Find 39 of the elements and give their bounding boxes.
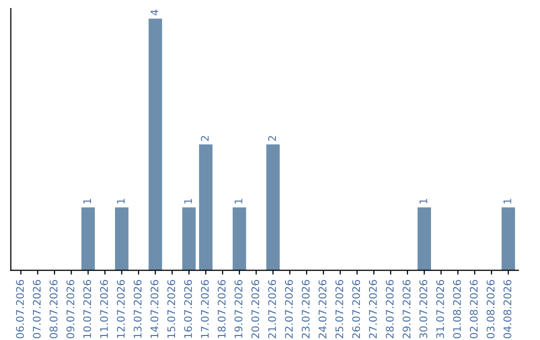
- x-tick-label: 07.07.2026: [32, 280, 41, 338]
- x-tick-label: 01.08.2026: [453, 280, 461, 338]
- x-tick-label: 22.07.2026: [284, 280, 293, 338]
- x-tick-label: 04.08.2026: [503, 280, 512, 338]
- x-tick-label: 19.07.2026: [234, 280, 242, 338]
- data-label: 2: [268, 136, 276, 141]
- x-tick-label: 25.07.2026: [335, 280, 344, 338]
- x-tick-label: 24.07.2026: [318, 280, 326, 338]
- x-tick-label: 11.07.2026: [100, 280, 108, 338]
- x-tick-label: 30.07.2026: [419, 280, 428, 338]
- x-tick-label: 13.07.2026: [134, 280, 142, 338]
- data-label: 4: [150, 10, 158, 16]
- data-label: 1: [83, 198, 91, 204]
- x-tick-label: 03.08.2026: [486, 280, 495, 338]
- x-tick-label: 02.08.2026: [470, 280, 478, 338]
- data-label: 1: [117, 198, 125, 204]
- x-tick-label: 31.07.2026: [436, 280, 444, 338]
- x-tick-label: 08.07.2026: [50, 280, 58, 338]
- data-label: 2: [200, 136, 209, 141]
- x-tick-label: 20.07.2026: [251, 280, 260, 338]
- data-label: 1: [420, 198, 428, 204]
- x-tick-label: 09.07.2026: [66, 280, 74, 338]
- x-tick-label: 21.07.2026: [268, 280, 276, 338]
- x-tick-label: 10.07.2026: [83, 280, 92, 338]
- x-tick-label: 12.07.2026: [116, 280, 125, 338]
- x-tick-label: 27.07.2026: [368, 280, 377, 338]
- x-tick-label: 15.07.2026: [167, 280, 176, 338]
- data-label: 1: [234, 198, 242, 204]
- data-label: 1: [184, 198, 192, 204]
- x-tick-label: 14.07.2026: [150, 280, 158, 338]
- x-tick-label: 23.07.2026: [302, 280, 310, 338]
- x-tick-label: 16.07.2026: [184, 280, 192, 338]
- x-tick-label: 29.07.2026: [402, 280, 410, 338]
- x-tick-label: 18.07.2026: [218, 280, 226, 338]
- x-tick-label: 06.07.2026: [16, 280, 24, 338]
- x-tick-label: 17.07.2026: [200, 280, 209, 338]
- data-label: 1: [504, 198, 512, 204]
- x-tick-label: 28.07.2026: [386, 280, 394, 338]
- x-tick-label: 26.07.2026: [352, 280, 360, 338]
